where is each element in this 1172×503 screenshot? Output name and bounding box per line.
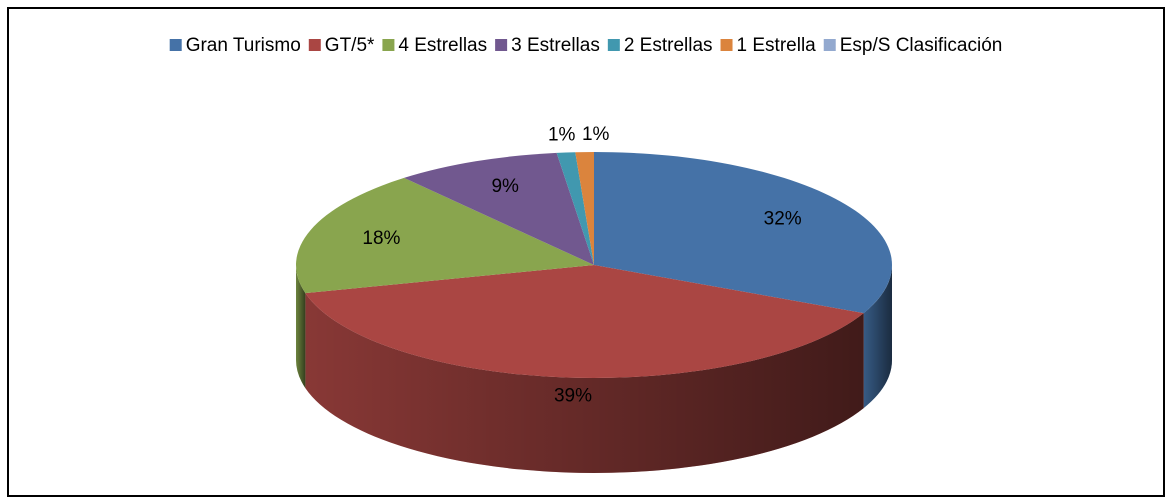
legend-label: 3 Estrellas: [511, 35, 600, 56]
legend-swatch: [495, 39, 508, 51]
slice-side-shade: [863, 265, 892, 409]
legend-swatch: [308, 39, 321, 51]
slice-side-shade: [296, 265, 306, 389]
data-label: 1%: [582, 124, 610, 145]
legend-label: 4 Estrellas: [398, 35, 487, 56]
legend-swatch: [720, 39, 733, 51]
legend-label: Esp/S Clasificación: [840, 35, 1003, 56]
slice: [295, 177, 594, 294]
legend-swatch: [823, 39, 836, 51]
slice: [404, 152, 594, 265]
legend-swatch: [169, 39, 182, 51]
slice-side-shade: [305, 293, 864, 473]
data-label: 9%: [491, 176, 519, 197]
legend-label: 1 Estrella: [737, 35, 817, 56]
slice: [575, 152, 594, 265]
data-label: 39%: [554, 386, 592, 407]
data-label: 1%: [548, 125, 576, 146]
data-label: 32%: [764, 209, 802, 230]
slice: [556, 152, 594, 265]
slice: [305, 265, 864, 378]
legend-swatch: [382, 39, 395, 51]
legend-label: 2 Estrellas: [624, 35, 713, 56]
slice: [594, 152, 892, 314]
data-label: 18%: [362, 228, 400, 249]
legend-label: Gran Turismo: [186, 35, 301, 56]
legend-swatch: [607, 39, 620, 51]
legend-label: GT/5*: [325, 35, 375, 56]
legend: Gran Turismo GT/5* 4 Estrellas 3 Estrellas 2…: [169, 35, 1003, 56]
